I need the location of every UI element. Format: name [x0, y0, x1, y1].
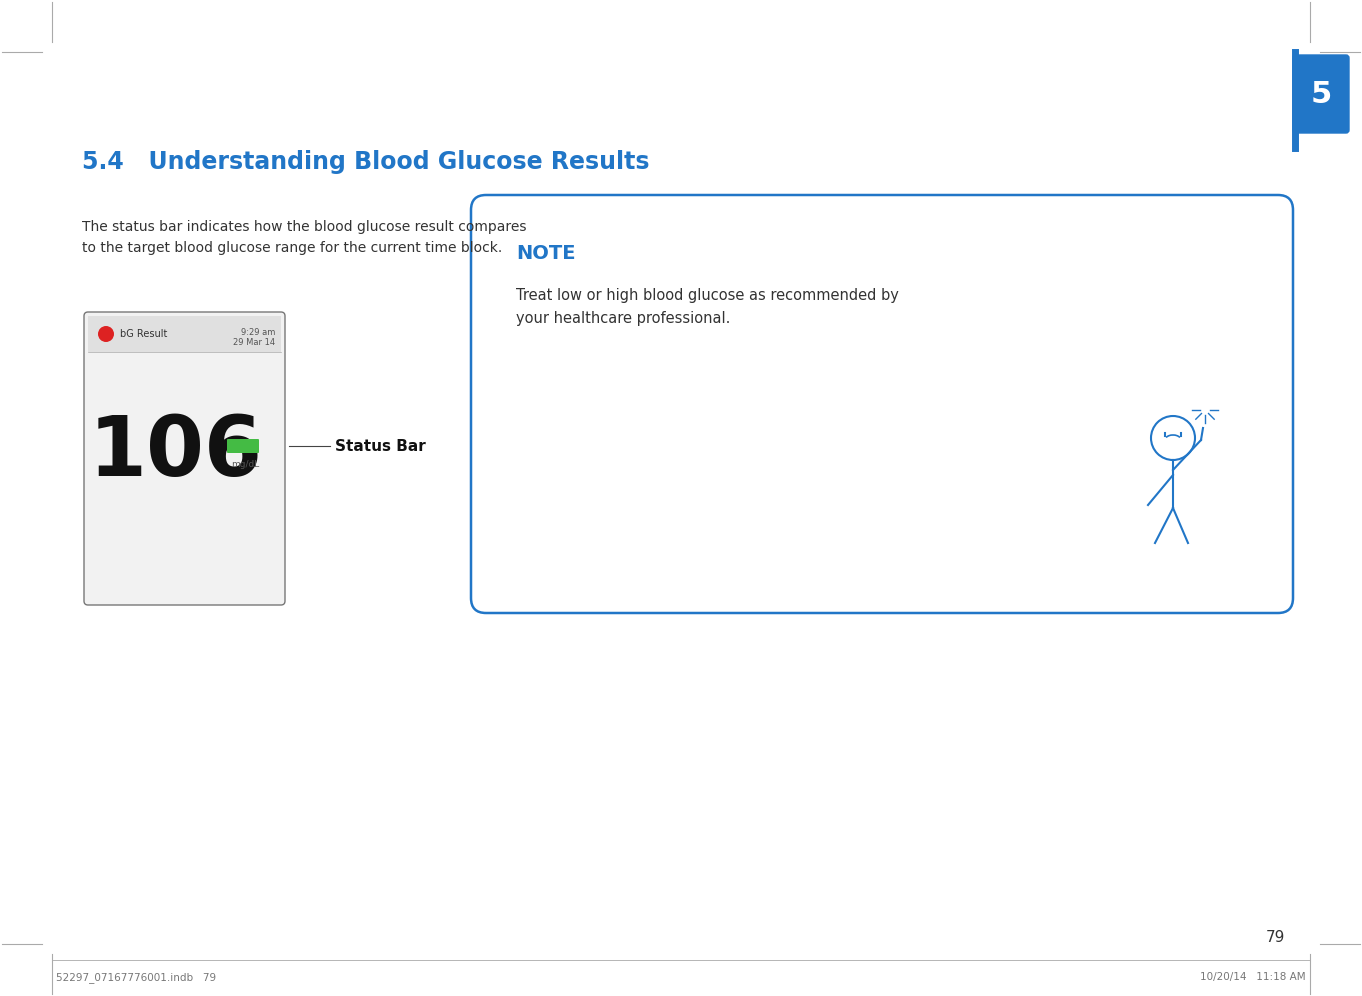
Text: The status bar indicates how the blood glucose result compares
to the target blo: The status bar indicates how the blood g…	[82, 220, 527, 255]
Text: Treat low or high blood glucose as recommended by
your healthcare professional.: Treat low or high blood glucose as recom…	[516, 288, 899, 327]
Text: 29 Mar 14: 29 Mar 14	[233, 338, 275, 347]
Text: 10/20/14   11:18 AM: 10/20/14 11:18 AM	[1200, 972, 1306, 982]
FancyBboxPatch shape	[471, 195, 1293, 613]
Text: 52297_07167776001.indb   79: 52297_07167776001.indb 79	[56, 972, 217, 983]
Text: 79: 79	[1265, 930, 1284, 945]
Text: 106: 106	[89, 411, 263, 492]
Circle shape	[98, 326, 114, 342]
FancyBboxPatch shape	[84, 312, 285, 605]
Text: NOTE: NOTE	[516, 244, 576, 263]
Text: 5: 5	[1310, 80, 1332, 109]
FancyBboxPatch shape	[1293, 55, 1348, 133]
Text: Status Bar: Status Bar	[335, 438, 426, 453]
FancyBboxPatch shape	[227, 439, 259, 453]
Text: bG Result: bG Result	[120, 329, 168, 339]
Bar	[89, 316, 281, 352]
Text: 5.4   Understanding Blood Glucose Results: 5.4 Understanding Blood Glucose Results	[82, 150, 650, 174]
Text: mg/dL: mg/dL	[232, 460, 259, 469]
Text: 9:29 am: 9:29 am	[241, 328, 275, 337]
